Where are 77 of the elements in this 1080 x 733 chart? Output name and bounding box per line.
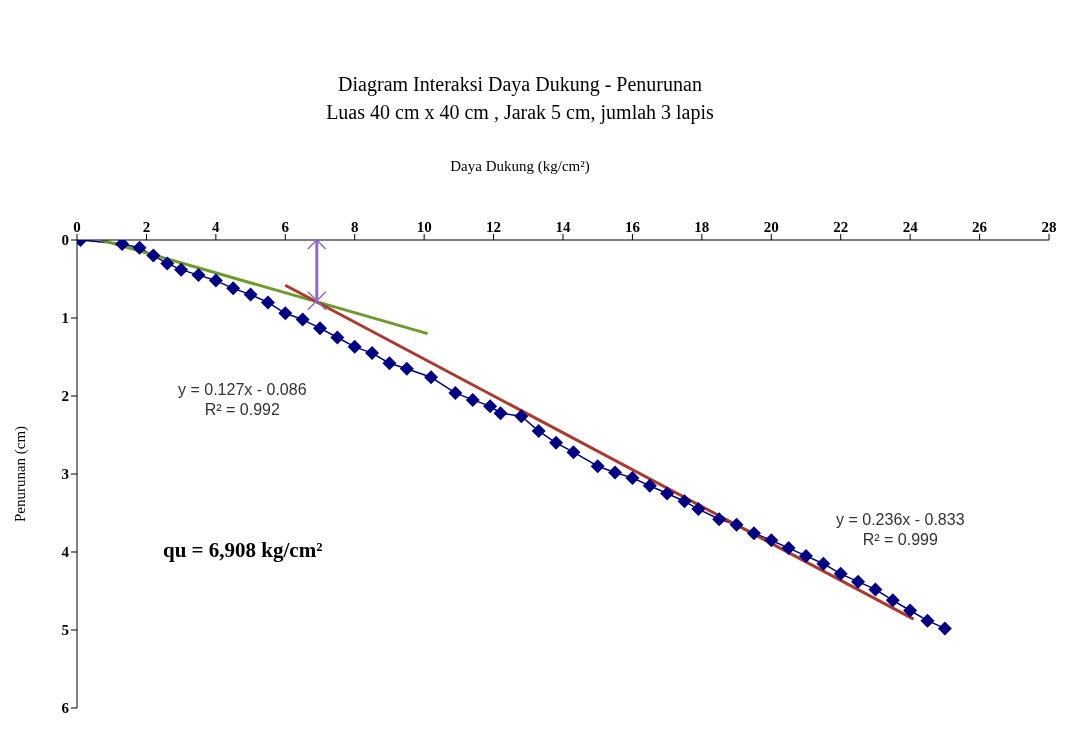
x-tick-label: 26: [972, 219, 988, 235]
point: [903, 603, 918, 618]
point: [590, 459, 605, 474]
point: [330, 330, 345, 345]
y-tick-label: 5: [61, 622, 69, 639]
x-tick-label: 14: [555, 219, 571, 235]
point: [483, 399, 498, 414]
point: [885, 593, 900, 608]
point: [424, 370, 439, 385]
point: [191, 268, 206, 283]
x-tick-label: 6: [281, 219, 290, 235]
x-tick-label: 16: [624, 219, 641, 235]
point: [746, 526, 761, 541]
x-tick-label: 24: [902, 219, 919, 235]
y-tick-label: 4: [61, 544, 70, 561]
point: [691, 502, 706, 517]
point: [566, 445, 581, 460]
x-tick-label: 8: [350, 219, 359, 235]
x-tick-label: 12: [486, 219, 502, 235]
point: [493, 406, 508, 421]
point: [132, 240, 147, 255]
x-axis-title: Daya Dukung (kg/cm²): [449, 158, 591, 175]
point: [465, 392, 480, 407]
point: [278, 306, 293, 321]
x-tick-label: 0: [73, 219, 81, 235]
point: [514, 409, 529, 424]
point: [448, 385, 463, 400]
x-tick-label: 20: [763, 219, 779, 235]
point: [920, 613, 935, 628]
point: [781, 541, 796, 556]
point: [160, 256, 175, 271]
point: [226, 281, 241, 296]
point: [851, 574, 866, 589]
point: [174, 262, 189, 277]
point: [549, 435, 564, 450]
annotation: qu = 6,908 kg/cm²: [163, 538, 323, 562]
point: [531, 424, 546, 439]
y-tick-label: 0: [61, 232, 69, 249]
point: [625, 470, 640, 485]
x-tick-label: 10: [416, 219, 432, 235]
point: [146, 248, 161, 263]
point: [313, 321, 327, 336]
point: [347, 339, 362, 354]
y-tick-label: 3: [61, 466, 69, 483]
point: [833, 566, 848, 581]
point: [799, 548, 813, 563]
point: [642, 478, 657, 493]
point: [382, 356, 397, 371]
x-tick-label: 22: [833, 219, 849, 235]
chart-title: Diagram Interaksi Daya Dukung - Penurunan: [337, 72, 703, 98]
point: [712, 512, 727, 527]
point: [937, 621, 952, 636]
point: [208, 273, 223, 288]
annotation: y = 0.127x - 0.086 R² = 0.992: [178, 380, 307, 420]
point: [660, 486, 675, 501]
x-tick-label: 4: [212, 219, 221, 235]
y-tick-label: 6: [61, 700, 70, 717]
point: [365, 346, 380, 361]
annotation: y = 0.236x - 0.833 R² = 0.999: [836, 510, 965, 550]
point: [816, 556, 831, 571]
point: [243, 287, 258, 302]
point: [729, 517, 744, 532]
chart-subtitle: Luas 40 cm x 40 cm , Jarak 5 cm, jumlah 3 lapis: [325, 100, 715, 126]
x-tick-label: 18: [694, 219, 710, 235]
y-tick-label: 2: [61, 388, 69, 405]
x-tick-label: 28: [1041, 219, 1057, 235]
point: [608, 465, 623, 480]
y-axis-title: Penurunan (cm): [12, 425, 30, 523]
point: [307, 291, 327, 311]
y-tick-label: 1: [61, 310, 69, 327]
point: [677, 494, 692, 509]
point: [295, 312, 310, 327]
point: [260, 295, 275, 310]
x-tick-label: 2: [142, 219, 151, 235]
point: [764, 533, 779, 548]
point: [868, 582, 883, 597]
point: [399, 361, 414, 376]
